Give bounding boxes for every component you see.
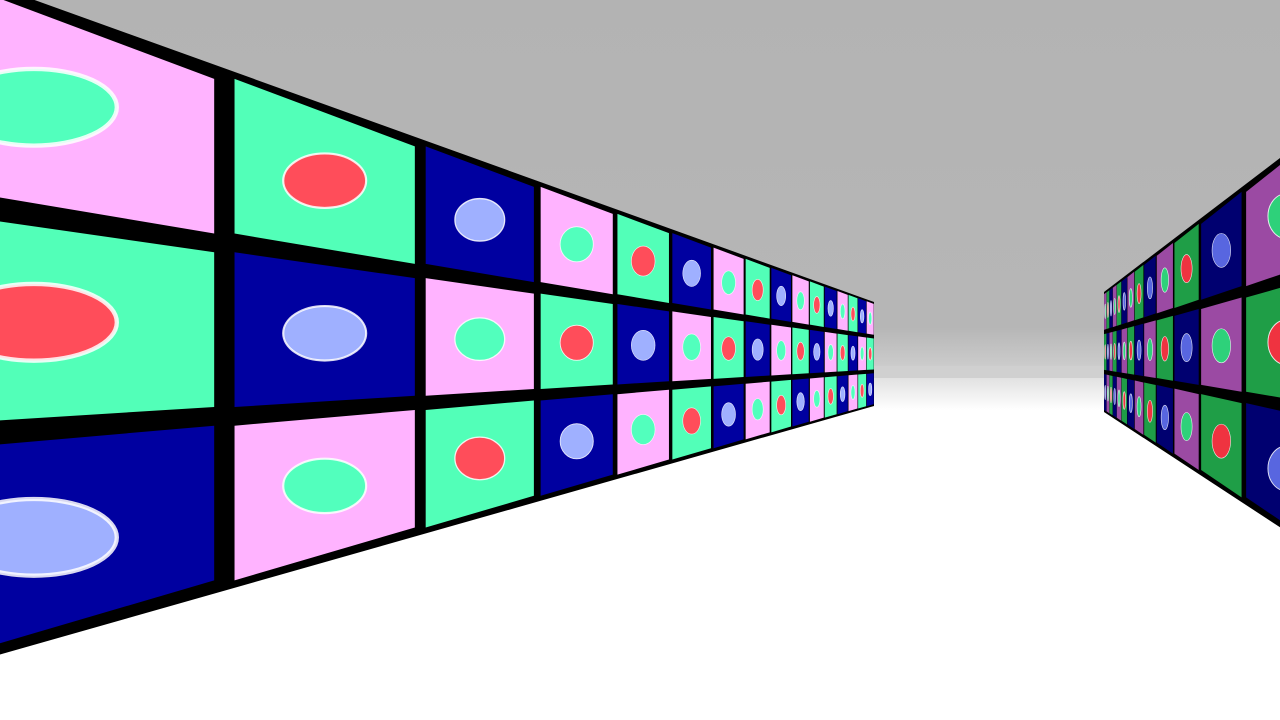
left-wall: [0, 0, 874, 655]
wall-tile-dot: [796, 341, 805, 361]
wall-tile-dot: [1117, 342, 1121, 360]
wall-tile-dot: [721, 270, 736, 295]
wall-tile-dot: [796, 392, 805, 411]
wall-tile-dot: [0, 66, 119, 148]
wall-tile-dot: [1104, 344, 1107, 360]
wall-tile-dot: [827, 300, 834, 317]
wall-tile-dot: [776, 395, 786, 416]
wall-tile-dot: [1110, 300, 1113, 317]
wall-tile-dot: [1113, 298, 1116, 315]
wall-tile-dot: [850, 345, 856, 361]
wall-tile-dot: [868, 347, 873, 361]
wall-tile-dot: [282, 457, 368, 515]
wall-tile-dot: [1180, 333, 1193, 363]
wall-tile-dot: [839, 386, 846, 402]
wall-tile-dot: [827, 388, 834, 405]
wall-tile-dot: [813, 343, 821, 361]
wall-tile-dot: [776, 340, 786, 361]
wall-tile-dot: [751, 279, 764, 301]
wall-tile-dot: [868, 311, 873, 326]
wall-tile-dot: [1211, 233, 1231, 268]
wall-tile-dot: [850, 306, 856, 322]
wall-tile-dot: [1211, 423, 1231, 459]
wall-tile-dot: [631, 245, 656, 277]
wall-tile-dot: [1136, 339, 1142, 361]
wall-tile-dot: [282, 304, 368, 362]
wall-tile-dot: [454, 436, 506, 481]
wall-tile-dot: [839, 303, 846, 320]
wall-tile-dot: [454, 197, 506, 242]
wall-tile-dot: [1267, 194, 1280, 238]
wall-tile-dot: [1211, 328, 1231, 364]
wall-tile-dot: [631, 414, 656, 445]
wall-tile-dot: [1107, 302, 1109, 318]
wall-tile-dot: [559, 423, 594, 460]
wall-tile-dot: [682, 259, 701, 287]
wall-tile-dot: [813, 296, 821, 314]
wall-tile-dot: [721, 402, 736, 427]
wall-tile-dot: [796, 291, 805, 311]
wall-tile-dot: [454, 317, 506, 362]
wall-tile-dot: [1160, 267, 1169, 293]
wall-tile-dot: [1128, 288, 1133, 308]
wall-tile-dot: [1122, 341, 1126, 361]
wall-tile-dot: [1110, 343, 1113, 360]
wall-tile-dot: [1136, 396, 1142, 418]
wall-tile-dot: [1122, 391, 1126, 410]
wall-tile-dot: [1267, 446, 1280, 491]
wall-tile-dot: [559, 324, 594, 361]
wall-tile-dot: [631, 329, 656, 361]
wall-tile-dot: [1113, 388, 1116, 405]
wall-tile-dot: [813, 390, 821, 408]
wall-tile-dot: [1146, 276, 1153, 300]
wall-tile-dot: [868, 382, 873, 396]
far-wall: [872, 366, 1106, 378]
wall-tile-dot: [1117, 295, 1121, 313]
wall-tile-dot: [0, 496, 119, 578]
wall-tile-dot: [1104, 384, 1107, 401]
wall-tile-dot: [1128, 340, 1133, 361]
wall-tile-dot: [682, 333, 701, 361]
wall-tile: [1246, 165, 1280, 287]
wall-tile-dot: [827, 344, 834, 361]
wall-tile-dot: [1113, 343, 1116, 360]
wall-tile: [1246, 287, 1280, 398]
wall-tile-dot: [1122, 292, 1126, 311]
wall-tile-dot: [839, 345, 846, 361]
wall-tile-dot: [282, 152, 368, 209]
wall-tile-dot: [1107, 344, 1109, 360]
wall-tile-dot: [859, 346, 865, 361]
wall-tile-dot: [776, 285, 786, 306]
wall-tile-dot: [1146, 338, 1153, 361]
wall-tile-dot: [1160, 404, 1169, 431]
wall-tile-dot: [1136, 283, 1142, 304]
wall-tile-dot: [1104, 303, 1107, 319]
wall-tile-dot: [859, 309, 865, 324]
wall-tile-dot: [1146, 399, 1153, 423]
wall-tile-dot: [682, 407, 701, 435]
wall-tile-dot: [751, 398, 764, 421]
wall-tile-dot: [1117, 389, 1121, 407]
wall-tile-dot: [559, 226, 594, 263]
wall-tile-dot: [1107, 385, 1109, 402]
wall-tile-dot: [1267, 320, 1280, 364]
wall-tile-dot: [751, 338, 764, 361]
wall-tile-dot: [1160, 336, 1169, 362]
wall-tile-dot: [850, 385, 856, 400]
wall-tile-dot: [859, 383, 865, 398]
wall-tile-dot: [1110, 386, 1113, 403]
wall-tile-dot: [721, 336, 736, 361]
wall-tile-dot: [1180, 412, 1193, 441]
wall-tile: [1246, 403, 1280, 521]
wall-tile-dot: [1180, 254, 1193, 284]
wall-tile-dot: [1128, 393, 1133, 413]
wall-tile-dot: [0, 281, 119, 363]
right-wall: [1104, 158, 1280, 528]
